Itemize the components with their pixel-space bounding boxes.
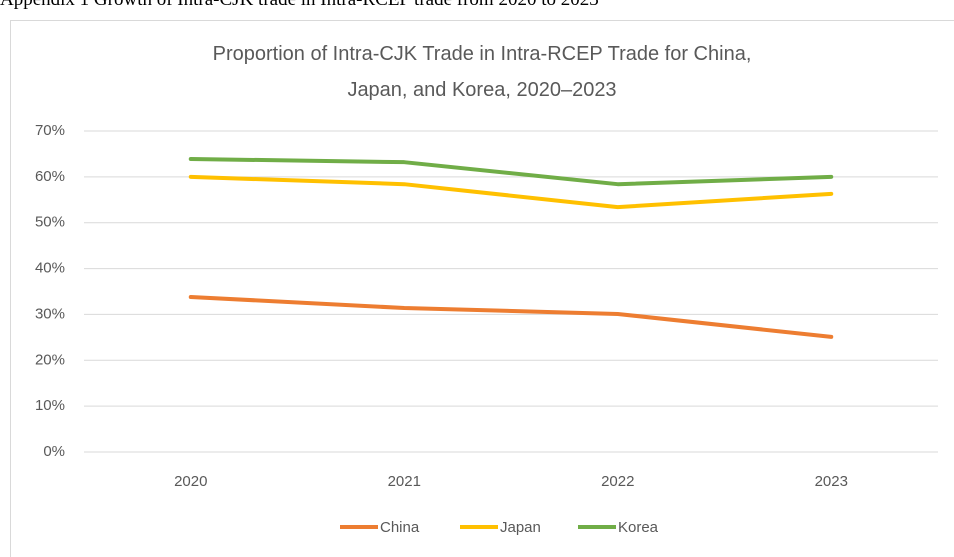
caption: Appendix 1 Growth of Intra-CJK trade in … [0,0,599,11]
y-tick-label: 60% [35,168,65,185]
chart-frame [10,20,954,557]
chart-title: Proportion of Intra-CJK Trade in Intra-R… [212,43,752,101]
series-line [188,174,834,210]
x-tick-label: 2023 [815,473,848,490]
y-tick-label: 50% [35,214,65,231]
legend-label: China [380,519,420,536]
series-line [188,295,834,339]
x-tick-label: 2022 [601,473,634,490]
y-tick-label: 40% [35,260,65,277]
series-line [188,156,834,187]
y-tick-label: 0% [43,443,65,460]
y-tick-label: 20% [35,351,65,368]
legend-label: Japan [500,519,541,536]
y-tick-label: 10% [35,397,65,414]
x-tick-label: 2021 [388,473,421,490]
y-tick-label: 70% [35,122,65,139]
legend-label: Korea [618,519,659,536]
x-tick-label: 2020 [174,473,207,490]
y-tick-label: 30% [35,305,65,322]
